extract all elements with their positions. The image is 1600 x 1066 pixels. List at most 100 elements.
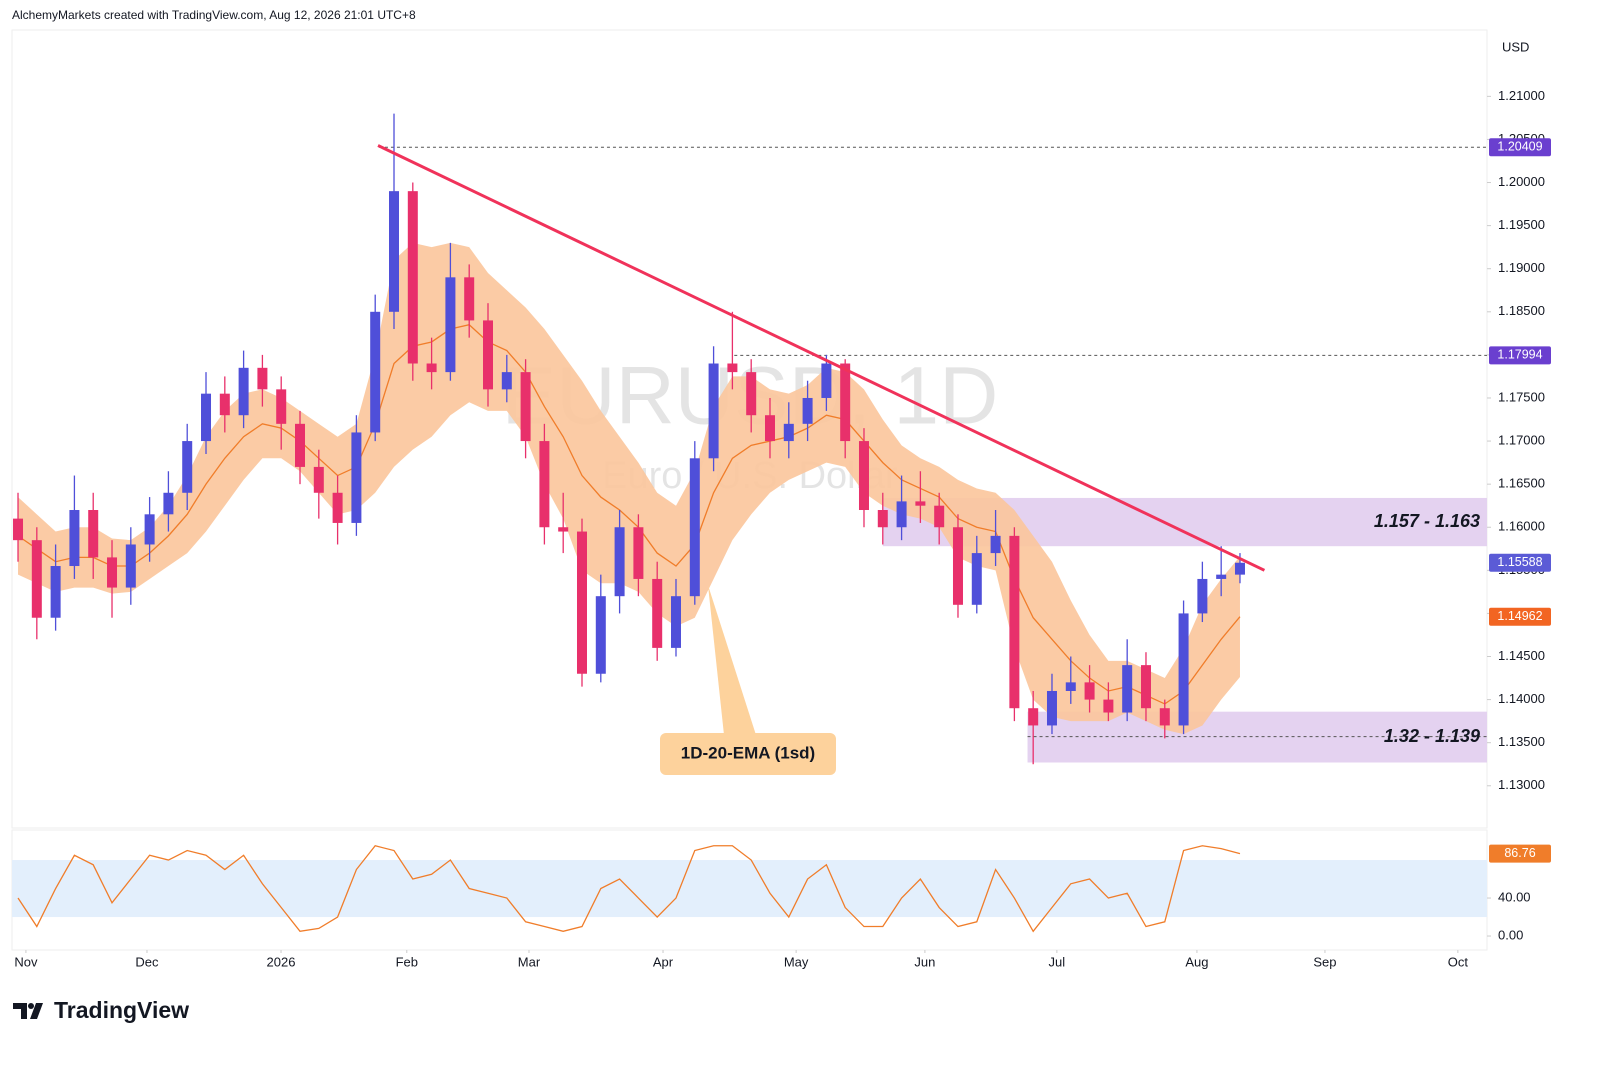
candle-body (614, 527, 625, 597)
y-tick-label: 1.20000 (1498, 174, 1545, 189)
x-tick-label: Mar (518, 954, 541, 969)
candle-body (1028, 708, 1039, 726)
logo: TradingView (13, 997, 189, 1023)
candle-body (501, 372, 512, 390)
logo-text: TradingView (54, 997, 189, 1023)
candle-body (483, 320, 494, 390)
candle-body (595, 596, 606, 674)
y-tick-label: 1.17000 (1498, 433, 1545, 448)
currency-label: USD (1502, 39, 1529, 54)
candle-body (934, 505, 945, 528)
x-tick-label: 2026 (267, 954, 296, 969)
price-tag-label: 1.17994 (1497, 348, 1542, 362)
x-tick-label: Apr (653, 954, 674, 969)
candle-body (351, 432, 362, 523)
candle-body (407, 191, 418, 364)
x-tick-label: Nov (14, 954, 38, 969)
candle-body (219, 393, 230, 416)
header: AlchemyMarkets created with TradingView.… (12, 8, 416, 22)
candle-body (1140, 665, 1151, 709)
candle-body (576, 531, 587, 674)
candle-body (313, 466, 324, 493)
x-tick-label: Jun (914, 954, 935, 969)
trendline (377, 144, 1266, 572)
x-tick-label: Oct (1448, 954, 1469, 969)
price-tag (1489, 138, 1551, 157)
oscillator-band (12, 860, 1487, 918)
callout-text: 1D-20-EMA (1sd) (681, 743, 815, 762)
candle-body (1009, 535, 1020, 709)
candle-body (1197, 578, 1208, 614)
price-tag-label: 1.14962 (1497, 609, 1542, 623)
x-tick-label: Dec (135, 954, 159, 969)
y-tick-label: 1.16000 (1498, 519, 1545, 534)
candle-body (520, 372, 531, 442)
candle-body (746, 372, 757, 416)
y-tick-label: 1.13500 (1498, 734, 1545, 749)
candle-body (689, 458, 700, 597)
candle-body (201, 393, 212, 442)
candle-body (1234, 562, 1245, 575)
candle-body (370, 311, 381, 433)
candle-body (1103, 699, 1114, 713)
y-tick-label: 1.13000 (1498, 777, 1545, 792)
candle-body (1178, 613, 1189, 726)
candle-body (1046, 690, 1057, 726)
price-tag (1489, 553, 1551, 572)
candle-body (971, 553, 982, 605)
candle-body (783, 423, 794, 442)
candle-body (31, 540, 42, 618)
candle-body (1159, 708, 1170, 726)
price-tag (1489, 346, 1551, 365)
candle-body (821, 363, 832, 398)
x-tick-label: Sep (1313, 954, 1336, 969)
candle-body (764, 415, 775, 442)
candle-body (182, 441, 193, 493)
candle-body (802, 397, 813, 424)
callout-box (660, 733, 836, 775)
y-tick-label: 1.16500 (1498, 476, 1545, 491)
candle-body (257, 367, 268, 390)
y-tick-label: 1.21000 (1498, 88, 1545, 103)
candle-body (652, 578, 663, 648)
candle-body (50, 566, 61, 618)
candle-body (389, 191, 400, 312)
candle-body (13, 518, 24, 541)
candle-body (276, 389, 287, 424)
candle-body (238, 367, 249, 416)
candle-body (125, 544, 136, 588)
candle-body (144, 514, 155, 545)
candle-body (1122, 665, 1133, 713)
price-tag-label: 1.15588 (1497, 555, 1542, 569)
candle-body (708, 363, 719, 459)
y-tick-label: 1.14000 (1498, 691, 1545, 706)
candle-body (858, 441, 869, 511)
osc-tick-label: 0.00 (1498, 927, 1523, 942)
osc-tick-label: 40.00 (1498, 889, 1531, 904)
candle-body (332, 492, 343, 523)
ema-band (18, 242, 1240, 735)
candle-body (1084, 682, 1095, 700)
price-tag-label: 1.20409 (1497, 140, 1542, 154)
candle-body (1065, 682, 1076, 691)
candle-body (896, 501, 907, 528)
zone-label: 1.32 - 1.139 (1384, 726, 1480, 746)
price-pane (11, 29, 1488, 829)
osc-tag (1489, 844, 1551, 863)
candle-body (88, 510, 99, 558)
y-tick-label: 1.17500 (1498, 389, 1545, 404)
x-tick-label: Jul (1049, 954, 1066, 969)
candle-body (670, 596, 681, 648)
candle-body (464, 277, 475, 321)
x-tick-label: Feb (396, 954, 418, 969)
candle-body (840, 363, 851, 442)
oscillator-line (17, 845, 1241, 933)
candle-body (69, 510, 80, 567)
x-tick-label: Aug (1185, 954, 1208, 969)
candle-body (1216, 574, 1227, 579)
osc-tag-label: 86.76 (1504, 846, 1535, 860)
candle-body (952, 527, 963, 605)
candle-body (539, 441, 550, 528)
candle-body (727, 363, 738, 373)
